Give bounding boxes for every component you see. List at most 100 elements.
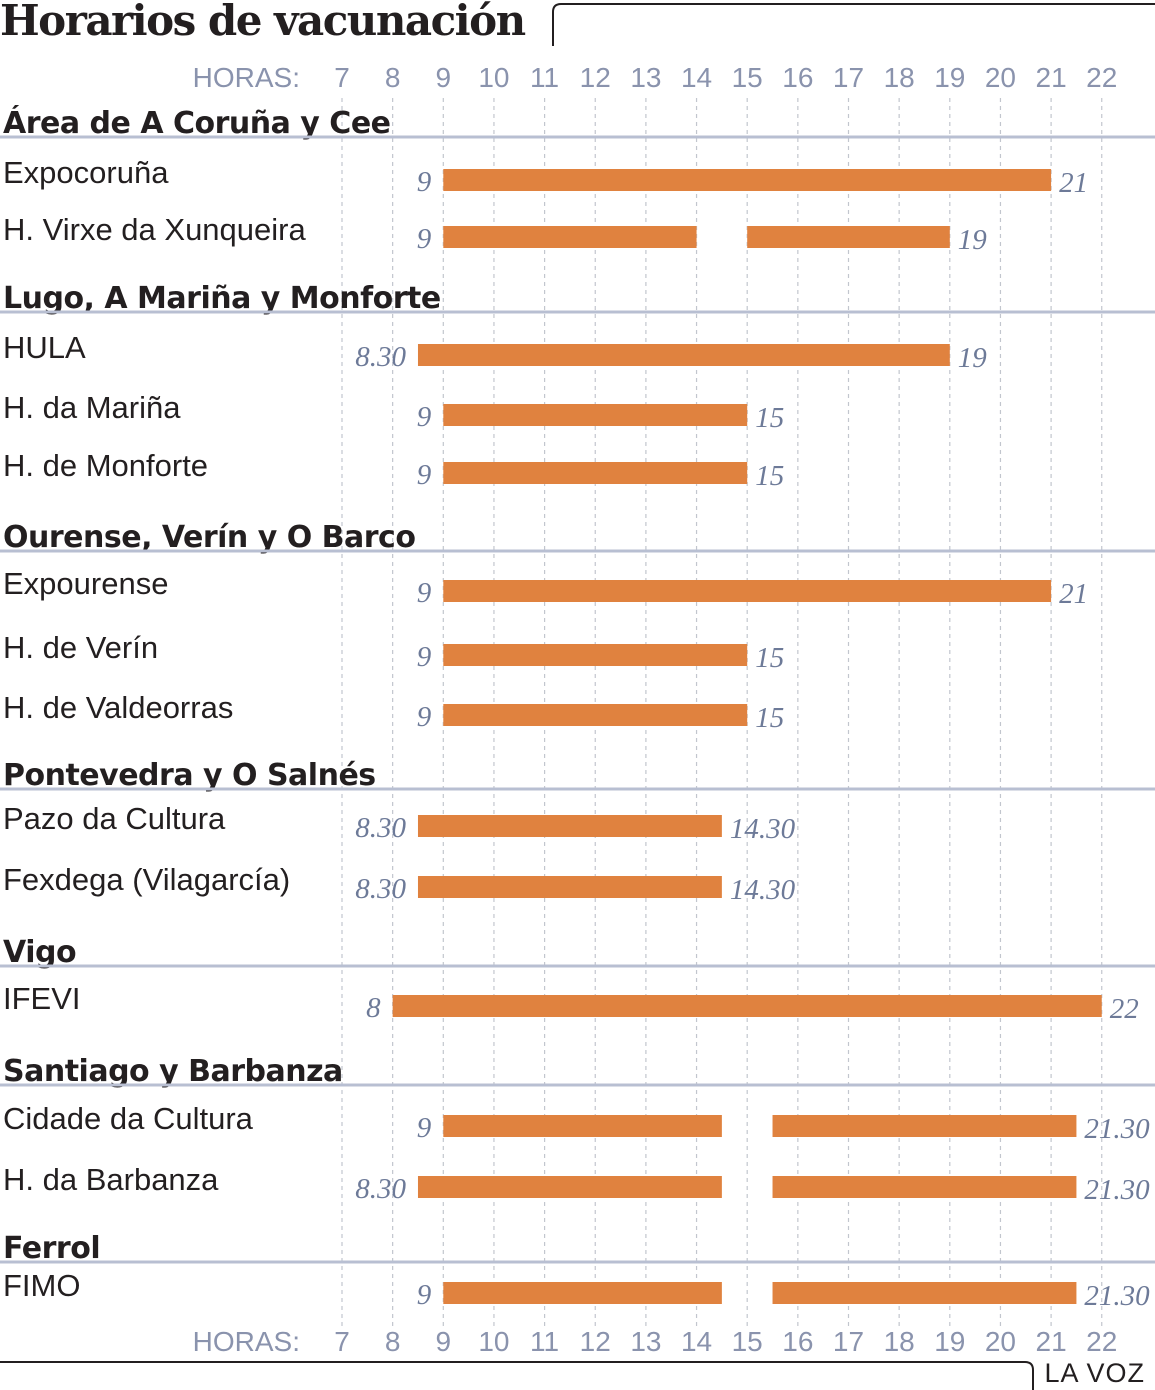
row-label: Pazo da Cultura [3,801,226,836]
start-hour-label: 8.30 [355,341,406,373]
end-hour-label: 14.30 [730,813,796,845]
axis-tick-top-9: 9 [436,62,452,93]
axis-tick-bottom-21: 21 [1036,1326,1067,1357]
schedule-bar [443,704,748,726]
start-hour-label: 9 [417,166,432,198]
row-label: Expocoruña [3,155,169,190]
row-label: H. de Valdeorras [3,690,233,725]
row-label: FIMO [3,1268,81,1303]
axis-tick-top-21: 21 [1036,62,1067,93]
axis-tick-bottom-7: 7 [334,1326,350,1357]
end-hour-label: 21.30 [1084,1174,1150,1206]
schedule-bar [443,404,748,426]
axis-tick-top-12: 12 [580,62,611,93]
group-title: Santiago y Barbanza [3,1054,343,1089]
axis-tick-top-8: 8 [385,62,401,93]
axis-tick-bottom-16: 16 [782,1326,813,1357]
axis-tick-top-17: 17 [833,62,864,93]
axis-tick-bottom-18: 18 [884,1326,915,1357]
title-corner-line [552,3,1155,46]
axis-tick-bottom-13: 13 [630,1326,661,1357]
schedule-bar [443,1115,722,1137]
axis-tick-bottom-12: 12 [580,1326,611,1357]
axis-tick-top-13: 13 [630,62,661,93]
axis-tick-top-15: 15 [732,62,763,93]
end-hour-label: 21 [1059,578,1088,610]
start-hour-label: 9 [417,641,432,673]
row-label: H. da Barbanza [3,1162,219,1197]
start-hour-label: 9 [417,1112,432,1144]
axis-tick-top-14: 14 [681,62,712,93]
schedule-bar [443,644,748,666]
row-label: Expourense [3,566,168,601]
schedule-bar [443,169,1052,191]
axis-tick-top-20: 20 [985,62,1016,93]
schedule-bar [747,226,950,248]
end-hour-label: 21.30 [1084,1113,1150,1145]
row-label: Fexdega (Vilagarcía) [3,862,290,897]
start-hour-label: 9 [417,701,432,733]
group-title: Pontevedra y O Salnés [3,758,376,793]
schedule-bar [417,876,722,898]
start-hour-label: 9 [417,1279,432,1311]
schedule-bar [417,1176,722,1198]
axis-tick-top-7: 7 [334,62,350,93]
end-hour-label: 19 [958,342,988,374]
end-hour-label: 15 [755,702,784,734]
row-label: H. Virxe da Xunqueira [3,212,306,247]
start-hour-label: 8 [366,992,381,1024]
axis-tick-bottom-8: 8 [385,1326,401,1357]
schedule-bar [417,344,950,366]
chart-title: Horarios de vacunación [0,0,526,45]
schedule-bar [772,1115,1077,1137]
start-hour-label: 9 [417,401,432,433]
axis-label-top: HORAS: [193,62,300,93]
bottom-rule [0,1361,1034,1390]
schedule-bar [392,995,1102,1017]
row-label: H. de Monforte [3,448,208,483]
group-title: Ferrol [3,1231,100,1266]
start-hour-label: 8.30 [355,812,406,844]
row-label: Cidade da Cultura [3,1101,254,1136]
group-title: Vigo [3,935,76,970]
axis-tick-bottom-17: 17 [833,1326,864,1357]
axis-tick-bottom-14: 14 [681,1326,712,1357]
start-hour-label: 8.30 [355,873,406,905]
start-hour-label: 9 [417,577,432,609]
schedule-bar [443,1282,722,1304]
axis-tick-bottom-11: 11 [530,1326,559,1357]
end-hour-label: 21 [1059,167,1088,199]
schedule-bar [443,226,697,248]
credit-label: LA VOZ [1044,1358,1145,1388]
schedule-bar [417,815,722,837]
schedule-bar [443,462,748,484]
end-hour-label: 15 [755,642,784,674]
end-hour-label: 22 [1110,993,1139,1025]
group-title: Área de A Coruña y Cee [3,105,391,141]
axis-tick-top-16: 16 [782,62,813,93]
row-label: H. da Mariña [3,390,181,425]
axis-tick-bottom-22: 22 [1086,1326,1117,1357]
group-title: Ourense, Verín y O Barco [3,520,415,555]
axis-label-bottom: HORAS: [193,1326,300,1357]
start-hour-label: 8.30 [355,1173,406,1205]
start-hour-label: 9 [417,459,432,491]
group-title: Lugo, A Mariña y Monforte [3,281,441,316]
end-hour-label: 19 [958,224,988,256]
schedule-bar [443,580,1052,602]
row-label: HULA [3,330,86,365]
start-hour-label: 9 [417,223,432,255]
axis-tick-bottom-10: 10 [478,1326,509,1357]
axis-tick-bottom-20: 20 [985,1326,1016,1357]
schedule-bar [772,1282,1077,1304]
end-hour-label: 14.30 [730,874,796,906]
end-hour-label: 15 [755,402,784,434]
axis-tick-bottom-19: 19 [934,1326,965,1357]
end-hour-label: 21.30 [1084,1280,1150,1312]
schedule-bar [772,1176,1077,1198]
axis-tick-bottom-15: 15 [732,1326,763,1357]
end-hour-label: 15 [755,460,784,492]
axis-tick-top-11: 11 [530,62,559,93]
axis-tick-top-19: 19 [934,62,965,93]
